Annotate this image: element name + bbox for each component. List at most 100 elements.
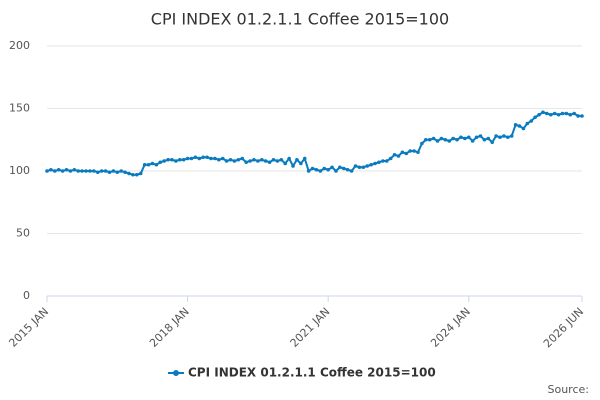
data-point [478,134,483,138]
data-point [525,121,530,126]
data-point [365,164,370,168]
data-point [103,169,108,173]
data-point [369,162,373,167]
y-tick-label: 200 [9,39,30,52]
data-point [338,165,342,170]
data-point [72,167,77,172]
data-point [283,161,288,166]
data-point [455,137,459,142]
data-point [439,136,444,141]
source: Source: [548,383,590,396]
data-point [252,157,256,162]
data-point [509,134,514,138]
data-point [263,159,268,163]
data-point [548,112,553,117]
data-point [353,164,358,168]
data-point [498,135,502,140]
data-point [466,135,471,140]
data-point [306,169,311,173]
data-point [474,135,479,140]
data-point [494,134,498,138]
x-tick-label: 2026 JUN [541,305,586,350]
data-point [174,159,178,163]
data-point [119,169,123,173]
data-point [470,139,475,143]
data-point [232,159,237,163]
x-tick-label: 2015 JAN [6,305,51,350]
data-point [416,150,420,155]
data-point [138,171,143,176]
y-tick-label: 150 [9,102,30,115]
data-point [568,112,573,117]
data-point [209,156,213,161]
data-point [279,157,284,162]
data-point [92,169,96,173]
data-point [291,164,295,168]
data-point [205,155,209,160]
data-point [326,167,330,172]
data-point [193,155,198,160]
data-point [99,169,104,173]
data-point [377,160,381,165]
data-point [127,171,131,176]
data-point [373,161,377,166]
data-point [228,157,233,162]
data-point [361,165,366,170]
data-point [345,167,350,172]
data-point [384,159,389,163]
data-point [404,151,409,156]
data-point [560,111,565,116]
data-point [580,114,584,118]
data-point [80,169,84,173]
data-point [240,156,245,161]
data-point [299,161,303,166]
data-point [162,159,166,163]
data-point [45,169,49,173]
data-point [420,141,424,146]
data-point [53,169,57,173]
data-point [502,134,506,138]
data-point [275,159,280,163]
data-point [84,169,88,173]
legend-marker [173,370,179,376]
data-point [537,112,541,117]
data-point [95,170,100,175]
data-point [506,135,510,140]
data-point [271,157,276,162]
data-point [357,165,362,170]
data-point [189,156,194,161]
data-point [236,157,241,162]
data-point [349,169,354,173]
data-point [217,157,221,162]
data-point [224,159,229,163]
data-point [556,112,561,117]
data-point [459,135,463,140]
x-tick-label: 2018 JAN [147,305,192,350]
data-point [341,166,346,171]
data-point [135,172,139,177]
data-point [447,139,452,143]
data-point [158,160,163,165]
data-point [88,169,92,173]
data-point [244,160,248,165]
data-point [400,150,405,155]
data-point [572,111,576,116]
data-point [533,115,537,120]
data-point [60,169,65,173]
series-line [46,111,582,176]
data-point [142,162,147,167]
data-point [68,169,73,173]
data-point [166,157,170,162]
data-point [486,136,491,141]
data-point [220,156,225,161]
data-point [314,167,319,172]
data-point [248,159,252,163]
y-tick-label: 0 [23,289,30,302]
data-point [412,149,416,153]
data-point [552,111,557,116]
data-point [259,157,264,162]
data-point [334,169,338,173]
data-point [545,111,549,116]
data-point [131,172,135,177]
data-point [381,159,385,163]
